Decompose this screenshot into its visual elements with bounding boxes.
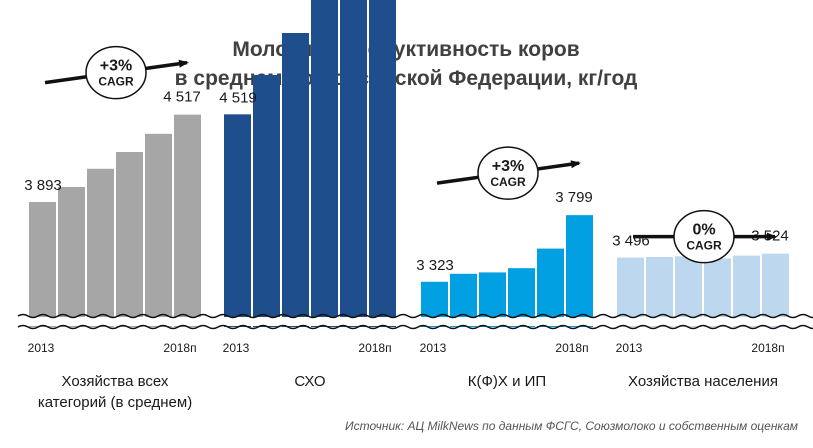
year-label-last: 2018п xyxy=(358,341,391,355)
year-label-first: 2013 xyxy=(28,341,55,355)
bar-group-3: 3 323 3 799 2013 2018п К(Ф)Х и ИП +3%CAGR xyxy=(416,146,593,390)
bar-1-2016 xyxy=(116,152,143,327)
cagr-label: CAGR xyxy=(98,75,134,89)
cagr-label: CAGR xyxy=(686,239,722,253)
group-label-line1: Хозяйства всех xyxy=(62,373,169,390)
cagr-label: CAGR xyxy=(490,175,526,189)
bar-group-1: 3 893 4 517 2013 2018п Хозяйства всех категор… xyxy=(24,45,201,411)
source-note: Источник: АЦ MilkNews по данным ФСГС, Со… xyxy=(345,419,798,433)
bar-1-2018п xyxy=(174,114,201,328)
year-label-first: 2013 xyxy=(223,341,250,355)
cagr-value: +3% xyxy=(492,158,524,175)
chart-title-line2: в среднем по Российской Федерации, кг/го… xyxy=(175,67,638,90)
group-label-line1: СХО xyxy=(294,373,325,390)
bar-2-2013 xyxy=(224,114,251,327)
group-label-line1: Хозяйства населения xyxy=(628,373,778,390)
bar-2-2018п xyxy=(369,0,396,327)
bar-1-2013 xyxy=(29,201,56,327)
value-label-last: 4 517 xyxy=(163,89,201,106)
year-label-last: 2018п xyxy=(555,341,588,355)
cagr-badge xyxy=(673,209,735,264)
axis-break xyxy=(17,313,813,330)
bar-1-2014 xyxy=(58,187,85,327)
cagr-badge xyxy=(477,146,539,200)
bar-group-2: 4 5195 96220132018пСХО+6%CAGR xyxy=(219,0,396,390)
group-label-line1: К(Ф)Х и ИП xyxy=(468,373,546,390)
cagr-value: 0% xyxy=(692,222,715,239)
bar-2-2016 xyxy=(311,0,338,327)
value-label-first: 4 519 xyxy=(219,89,257,106)
axis-break-line-top xyxy=(17,313,813,319)
year-label-last: 2018п xyxy=(163,341,196,355)
bar-2-2014 xyxy=(253,75,280,327)
value-label-first: 3 323 xyxy=(416,257,454,274)
bar-3-2018п xyxy=(566,215,593,327)
bar-groups: 3 893 4 517 2013 2018п Хозяйства всех категор… xyxy=(24,0,789,411)
bar-2-2017 xyxy=(340,0,367,327)
value-label-last: 3 799 xyxy=(555,189,593,206)
year-label-last: 2018п xyxy=(751,341,784,355)
axis-break-line-bottom xyxy=(17,324,813,330)
bar-1-2017 xyxy=(145,133,172,327)
bar-2-2015 xyxy=(282,33,309,327)
group-label-line2: категорий (в среднем) xyxy=(38,394,192,411)
bar-4-2018п xyxy=(762,253,789,327)
year-label-first: 2013 xyxy=(420,341,447,355)
year-label-first: 2013 xyxy=(616,341,643,355)
cagr-badge xyxy=(85,45,147,100)
value-label-first: 3 893 xyxy=(24,177,62,194)
axis-break-band xyxy=(18,317,802,326)
bar-1-2015 xyxy=(87,168,114,327)
cagr-value: +3% xyxy=(100,58,132,75)
